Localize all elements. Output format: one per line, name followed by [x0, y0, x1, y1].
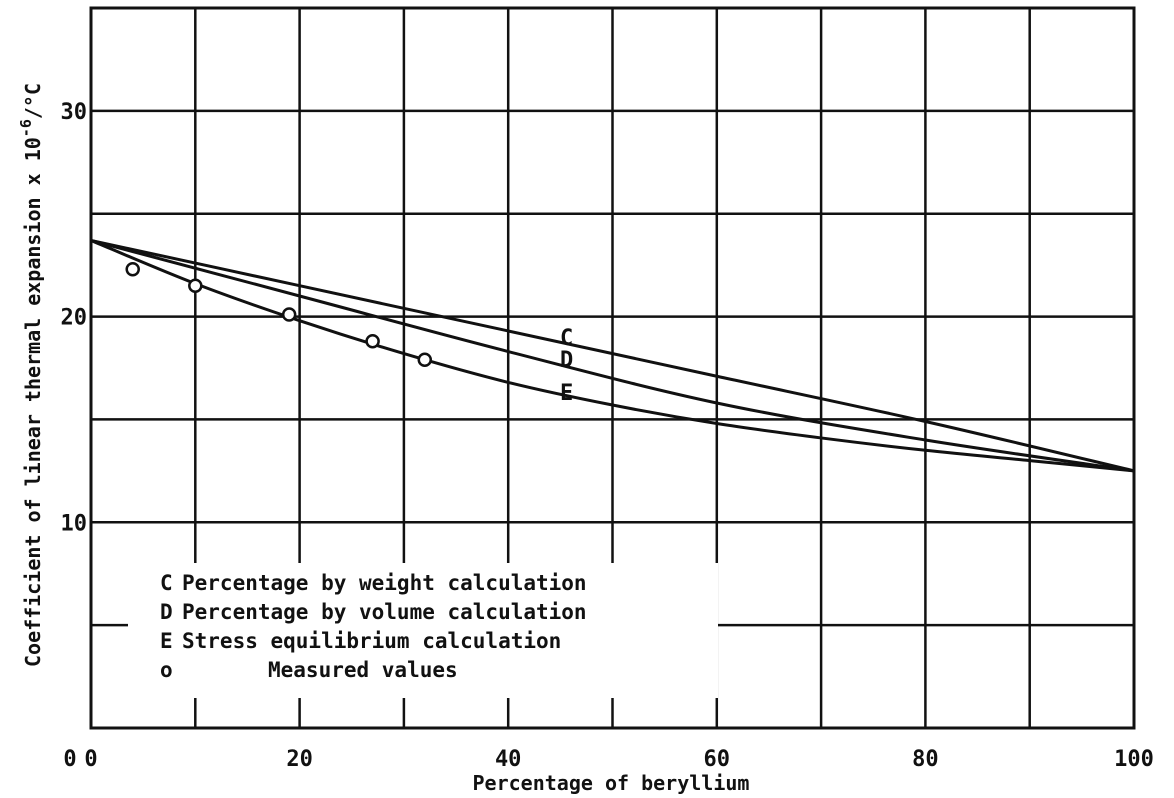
curve-label-d: D	[560, 348, 573, 373]
y-axis-label-main: Coefficient of linear thermal expansion …	[21, 137, 45, 667]
curve-label-e: E	[560, 381, 573, 406]
legend-symbol: C	[160, 571, 173, 595]
measured-point	[188, 278, 203, 293]
y-tick-labels: 10 20 30 0	[61, 100, 88, 772]
y-tick-label: 10	[61, 511, 88, 536]
x-axis-label: Percentage of beryllium	[473, 771, 750, 795]
x-tick-label: 20	[286, 747, 313, 772]
x-tick-label: 80	[912, 747, 939, 772]
curve-labels: CDE	[560, 326, 573, 406]
series-line-c	[90, 238, 1135, 473]
y-axis-label-exponent: -6	[17, 119, 35, 137]
series-lines	[90, 238, 1135, 473]
y-tick-label: 0	[63, 747, 76, 772]
measured-points	[125, 262, 433, 368]
y-axis-label-unit: /°C	[21, 83, 45, 119]
measured-point	[281, 307, 297, 322]
measured-point	[125, 262, 140, 277]
legend-symbol: E	[160, 629, 173, 653]
y-tick-label: 30	[61, 100, 88, 125]
legend-text: Percentage by weight calculation	[182, 571, 587, 595]
series-line-d	[90, 239, 1135, 473]
legend-symbol: o	[160, 658, 173, 682]
legend-symbol: D	[160, 600, 173, 624]
x-tick-label: 0	[84, 747, 97, 772]
measured-point	[417, 352, 433, 368]
curve-label-c: C	[560, 326, 573, 351]
grid	[91, 8, 1134, 728]
x-tick-label: 100	[1114, 747, 1154, 772]
series-line-e	[90, 239, 1135, 473]
x-tick-labels: 0 20 40 60 80 100	[84, 747, 1154, 772]
legend-text: Measured values	[268, 658, 458, 682]
y-axis-label: Coefficient of linear thermal expansion …	[17, 83, 45, 667]
legend-text: Percentage by volume calculation	[182, 600, 587, 624]
plot-frame	[89, 6, 1136, 730]
legend-text: Stress equilibrium calculation	[182, 629, 561, 653]
x-tick-label: 40	[495, 747, 522, 772]
x-tick-label: 60	[704, 747, 731, 772]
y-tick-label: 20	[61, 306, 88, 331]
legend: C Percentage by weight calculation D Percen…	[128, 563, 718, 698]
measured-point	[365, 334, 380, 349]
legend-background	[128, 563, 718, 698]
